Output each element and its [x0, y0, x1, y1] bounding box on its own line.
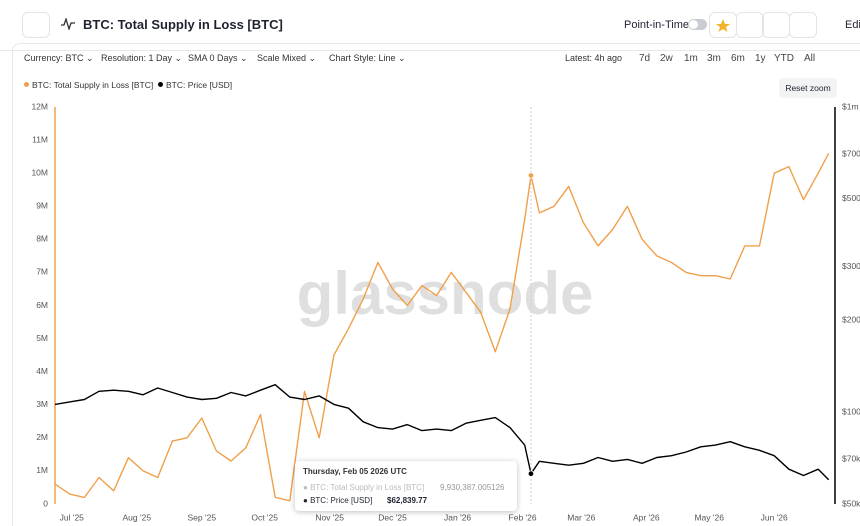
header: BTC: Total Supply in Loss [BTC] Point-in… [0, 0, 860, 51]
series-line [54, 384, 830, 481]
y2-tick-label: $50k [842, 498, 860, 508]
dropdown[interactable]: Chart Style: Line [329, 53, 406, 64]
y-tick-label: 2M [36, 432, 48, 442]
y2-tick-label: $700k [842, 149, 860, 159]
favorite-button[interactable] [709, 12, 737, 38]
y2-tick-label: $200k [842, 315, 860, 325]
alert-button[interactable] [736, 12, 764, 38]
legend-item[interactable]: BTC: Price [USD] [158, 80, 232, 90]
x-tick-label: Sep '25 [187, 512, 216, 522]
dropdown[interactable]: Resolution: 1 Day [101, 53, 182, 64]
range-button[interactable]: 3m [707, 53, 721, 64]
y-tick-label: 4M [36, 366, 48, 376]
x-tick-label: Feb '26 [509, 512, 537, 522]
y-tick-label: 1M [36, 465, 48, 475]
watermark: glassnode [297, 260, 594, 327]
point-in-time-label: Point-in-Time [624, 19, 689, 31]
range-button[interactable]: 7d [639, 53, 651, 64]
tooltip-row: ● BTC: Total Supply in Loss [BTC] [303, 483, 425, 492]
y-tick-label: 12M [31, 101, 48, 111]
legend-swatch [158, 82, 163, 87]
point-in-time-toggle[interactable] [688, 19, 707, 30]
range-button[interactable]: 6m [731, 53, 745, 64]
sidebar-button[interactable] [22, 12, 50, 38]
y-tick-label: 5M [36, 333, 48, 343]
y-tick-label: 6M [36, 300, 48, 310]
chart-icon [61, 18, 75, 30]
legend-label: BTC: Total Supply in Loss [BTC] [32, 80, 154, 90]
y2-tick-label: $70k [842, 454, 860, 464]
range-button[interactable]: 1y [755, 53, 766, 64]
range-button[interactable]: 1m [684, 53, 698, 64]
legend-swatch [24, 82, 29, 87]
x-tick-label: Aug '25 [122, 512, 151, 522]
tooltip-value: 9,930,387.005126 [440, 483, 505, 492]
latest-label: Latest: 4h ago [565, 53, 623, 63]
x-tick-label: Oct '25 [251, 512, 278, 522]
tooltip-row: ● BTC: Price [USD] [303, 496, 373, 505]
hover-point [527, 172, 535, 179]
edit-button[interactable]: Edit [845, 19, 860, 31]
x-tick-label: Nov '25 [315, 512, 344, 522]
tooltip-title: Thursday, Feb 05 2026 UTC [303, 467, 407, 476]
tooltip-series: BTC: Total Supply in Loss [BTC] [310, 483, 425, 492]
tooltip-series: BTC: Price [USD] [310, 496, 373, 505]
x-tick-label: Jan '26 [444, 512, 471, 522]
x-tick-label: Mar '26 [567, 512, 595, 522]
y-tick-label: 8M [36, 234, 48, 244]
tooltip: Thursday, Feb 05 2026 UTC ● BTC: Total S… [295, 461, 517, 511]
range-button[interactable]: YTD [774, 53, 794, 64]
range-button[interactable]: All [804, 53, 816, 64]
copy-button[interactable] [789, 12, 817, 38]
dropdown[interactable]: Scale Mixed [257, 53, 316, 64]
y-tick-label: 10M [31, 167, 48, 177]
x-tick-label: Jul '25 [60, 512, 85, 522]
y2-tick-label: $100k [842, 406, 860, 416]
y2-tick-label: $1m [842, 101, 859, 111]
chart-card [12, 43, 860, 526]
y2-tick-label: $500k [842, 193, 860, 203]
y-tick-label: 7M [36, 267, 48, 277]
dropdown[interactable]: SMA 0 Days [188, 53, 248, 64]
hover-point [527, 470, 535, 477]
tooltip-value: $62,839.77 [387, 496, 428, 505]
range-button[interactable]: 2w [660, 53, 673, 64]
reset-zoom-button[interactable]: Reset zoom [779, 78, 837, 98]
y-tick-label: 0 [43, 498, 48, 508]
x-tick-label: May '26 [694, 512, 724, 522]
x-tick-label: Dec '25 [378, 512, 407, 522]
x-tick-label: Jun '26 [761, 512, 788, 522]
legend-item[interactable]: BTC: Total Supply in Loss [BTC] [24, 80, 153, 90]
y2-tick-label: $300k [842, 261, 860, 271]
series-line [54, 152, 830, 502]
x-tick-label: Apr '26 [633, 512, 660, 522]
y-tick-label: 3M [36, 399, 48, 409]
y-tick-label: 9M [36, 201, 48, 211]
legend-label: BTC: Price [USD] [166, 80, 233, 90]
page-title: BTC: Total Supply in Loss [BTC] [83, 17, 283, 32]
dropdown[interactable]: Currency: BTC [24, 53, 94, 64]
y-tick-label: 11M [32, 134, 48, 144]
star-icon [716, 19, 730, 32]
